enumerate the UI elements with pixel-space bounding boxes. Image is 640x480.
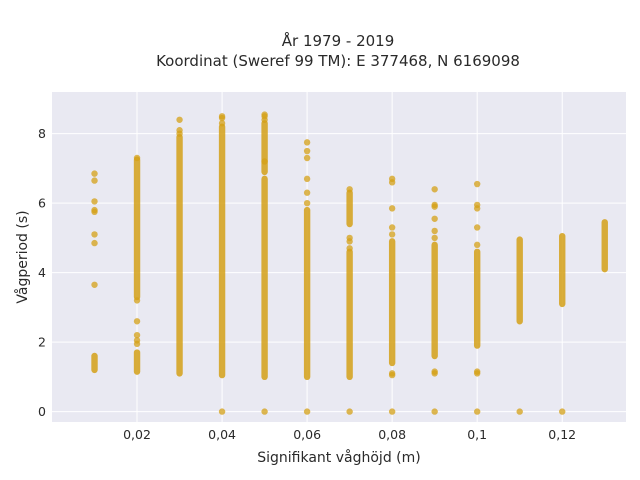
y-tick-label: 0	[38, 404, 46, 419]
data-point-cluster	[346, 248, 353, 381]
data-point-cluster	[133, 349, 141, 375]
data-point	[133, 318, 141, 325]
data-point	[473, 408, 481, 415]
data-point	[473, 201, 481, 209]
data-point	[91, 239, 98, 247]
data-point	[431, 368, 438, 375]
data-point	[431, 408, 438, 415]
data-point-cluster	[346, 189, 353, 228]
data-point	[303, 408, 311, 415]
y-tick-label: 6	[38, 196, 46, 211]
data-point	[176, 116, 183, 123]
data-point	[218, 120, 226, 127]
data-point	[346, 245, 353, 252]
data-point	[303, 189, 311, 196]
data-point	[388, 408, 396, 415]
data-point-cluster	[261, 175, 268, 381]
data-point	[91, 281, 98, 288]
data-point	[388, 224, 396, 231]
data-point	[176, 127, 183, 134]
data-point	[473, 368, 481, 375]
data-point	[91, 206, 98, 214]
x-tick-label: 0,08	[378, 427, 406, 442]
data-point	[261, 158, 268, 165]
data-point-cluster	[218, 123, 226, 379]
data-point	[218, 113, 226, 120]
data-point-cluster	[431, 241, 438, 360]
data-point	[431, 215, 438, 222]
data-point	[91, 177, 98, 184]
data-point-cluster	[388, 238, 396, 367]
data-point-cluster	[91, 352, 98, 374]
data-point	[303, 147, 311, 155]
x-axis-label: Signifikant våghöjd (m)	[257, 449, 420, 466]
data-point-cluster	[473, 248, 481, 349]
chart-title-line2: Koordinat (Sweref 99 TM): E 377468, N 61…	[156, 52, 520, 70]
y-axis-label: Vågperiod (s)	[14, 210, 31, 303]
chart-title-line1: År 1979 - 2019	[282, 31, 395, 50]
data-point-cluster	[516, 236, 523, 325]
data-point	[516, 408, 523, 415]
data-point	[133, 154, 141, 162]
data-point	[133, 331, 141, 339]
data-point	[473, 224, 481, 231]
data-point	[261, 408, 268, 415]
y-tick-label: 8	[38, 126, 46, 141]
data-point-cluster	[133, 156, 141, 301]
data-point	[431, 186, 438, 193]
data-point	[388, 370, 396, 377]
data-point-cluster	[176, 133, 183, 377]
data-point	[303, 199, 311, 207]
data-point	[303, 154, 311, 162]
data-point	[303, 139, 311, 146]
data-point-cluster	[559, 232, 566, 308]
y-tick-label: 2	[38, 335, 46, 350]
data-point	[133, 297, 141, 304]
data-point	[473, 180, 481, 188]
x-tick-label: 0,02	[123, 427, 151, 442]
data-point-cluster	[601, 219, 608, 273]
data-point	[133, 337, 141, 344]
data-point-cluster	[261, 120, 268, 176]
data-point	[346, 408, 353, 415]
data-point	[91, 231, 98, 238]
data-point	[346, 234, 353, 242]
y-tick-label: 4	[38, 265, 46, 280]
data-point	[473, 241, 481, 249]
x-axis-ticks: 0,02 0,04 0,06 0,08 0,1 0,12	[123, 427, 576, 442]
data-point	[431, 201, 438, 209]
data-point-cluster	[303, 206, 311, 381]
data-point	[431, 234, 438, 242]
data-point	[303, 175, 311, 183]
x-tick-label: 0,12	[548, 427, 576, 442]
plot-area	[52, 92, 626, 422]
data-point	[91, 198, 98, 205]
data-point	[218, 408, 226, 415]
x-tick-label: 0,06	[293, 427, 321, 442]
x-tick-label: 0,1	[467, 427, 487, 442]
data-point	[91, 170, 98, 177]
data-point	[388, 205, 396, 212]
x-tick-label: 0,04	[208, 427, 236, 442]
data-point	[388, 175, 396, 183]
data-point	[388, 231, 396, 238]
y-axis-ticks: 0 2 4 6 8	[38, 126, 46, 419]
data-point	[559, 408, 566, 415]
data-point	[431, 227, 438, 235]
data-point	[346, 186, 353, 193]
data-points	[91, 111, 608, 415]
data-point	[261, 111, 268, 118]
